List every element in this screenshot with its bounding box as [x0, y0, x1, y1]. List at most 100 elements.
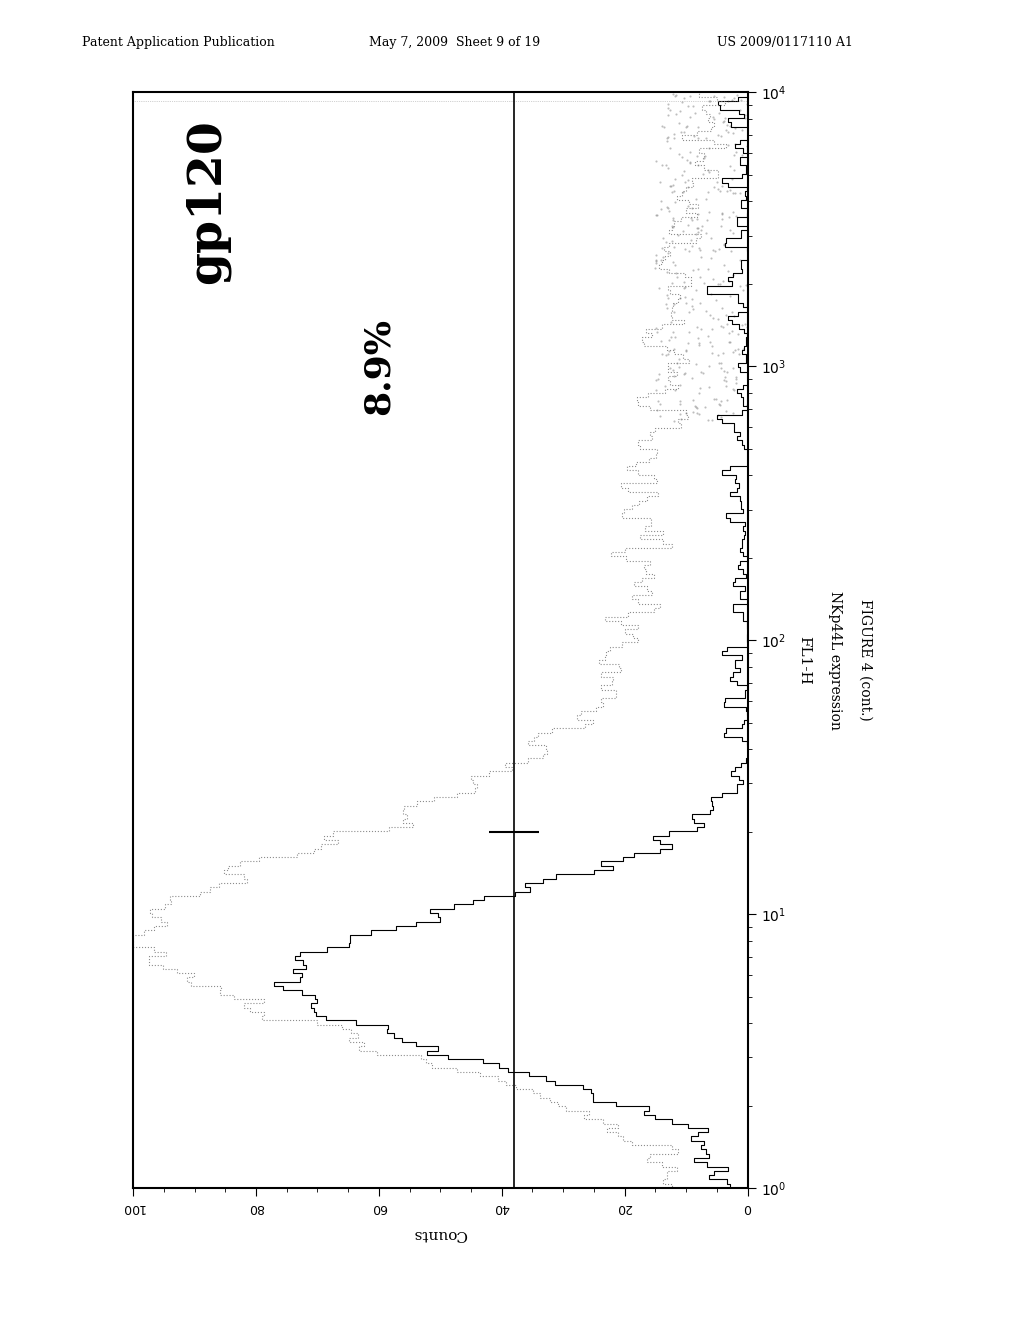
Point — [712, 273, 728, 294]
Point — [722, 116, 738, 137]
Point — [680, 215, 696, 236]
Point — [710, 405, 726, 426]
Point — [708, 388, 724, 409]
Point — [736, 104, 753, 125]
Point — [703, 318, 720, 339]
Point — [714, 297, 730, 318]
Point — [738, 94, 755, 115]
Point — [720, 135, 736, 156]
Point — [651, 393, 668, 414]
Point — [657, 345, 674, 366]
Point — [647, 370, 664, 391]
Point — [719, 115, 735, 136]
Point — [678, 292, 694, 313]
Point — [670, 224, 686, 246]
Point — [710, 180, 726, 201]
Point — [688, 218, 705, 239]
Point — [701, 305, 718, 326]
Point — [660, 341, 677, 362]
Point — [678, 403, 694, 424]
Text: Counts: Counts — [413, 1228, 468, 1241]
Point — [730, 323, 746, 345]
Point — [677, 363, 693, 384]
Point — [662, 99, 678, 120]
Point — [682, 106, 698, 127]
Point — [682, 141, 698, 162]
Point — [653, 343, 670, 364]
Point — [694, 362, 711, 383]
Point — [734, 315, 751, 337]
Text: gp120: gp120 — [184, 120, 229, 284]
Point — [700, 356, 717, 378]
Point — [707, 176, 723, 197]
Point — [701, 91, 718, 112]
Point — [717, 107, 733, 128]
Point — [705, 308, 721, 329]
Point — [657, 293, 674, 314]
Point — [656, 375, 673, 396]
Point — [718, 400, 734, 421]
Point — [690, 222, 707, 243]
Point — [691, 383, 708, 404]
Point — [650, 368, 667, 389]
Point — [724, 202, 740, 223]
Point — [738, 315, 755, 337]
Point — [724, 342, 740, 363]
Point — [659, 343, 676, 364]
Point — [691, 267, 708, 288]
Point — [713, 125, 729, 147]
Point — [654, 247, 671, 268]
Point — [724, 379, 740, 400]
Point — [727, 339, 743, 360]
Point — [694, 164, 711, 185]
Point — [689, 397, 706, 418]
Point — [732, 275, 749, 296]
Point — [671, 143, 687, 164]
Point — [682, 84, 698, 106]
Point — [651, 363, 668, 384]
Point — [724, 90, 740, 111]
Point — [722, 180, 738, 201]
Point — [688, 223, 705, 244]
Point — [728, 141, 744, 162]
Point — [688, 189, 705, 210]
Point — [677, 286, 693, 308]
Point — [726, 158, 742, 180]
Point — [690, 218, 707, 239]
Point — [707, 240, 723, 261]
Point — [663, 326, 679, 347]
Point — [702, 282, 719, 304]
Point — [659, 79, 676, 100]
Point — [672, 100, 688, 121]
Point — [659, 157, 676, 178]
Point — [687, 279, 703, 300]
Point — [725, 403, 741, 424]
Point — [716, 111, 732, 132]
Point — [672, 403, 688, 424]
Point — [664, 181, 680, 202]
Point — [668, 84, 684, 106]
Point — [713, 181, 729, 202]
Point — [659, 98, 676, 119]
Point — [672, 286, 688, 308]
Point — [691, 378, 708, 399]
Point — [659, 288, 676, 309]
Point — [703, 342, 720, 363]
Point — [647, 318, 664, 339]
Text: 8.9%: 8.9% — [361, 318, 396, 414]
Point — [719, 181, 735, 202]
Point — [713, 315, 729, 337]
Point — [681, 322, 697, 343]
Point — [665, 83, 681, 104]
Point — [689, 259, 706, 280]
Point — [718, 370, 734, 391]
Point — [734, 119, 751, 140]
Point — [700, 181, 717, 202]
Point — [668, 263, 684, 284]
Point — [721, 206, 737, 227]
Point — [691, 404, 708, 425]
Point — [667, 191, 683, 213]
Point — [671, 356, 687, 378]
Point — [662, 137, 678, 158]
Point — [660, 94, 677, 115]
